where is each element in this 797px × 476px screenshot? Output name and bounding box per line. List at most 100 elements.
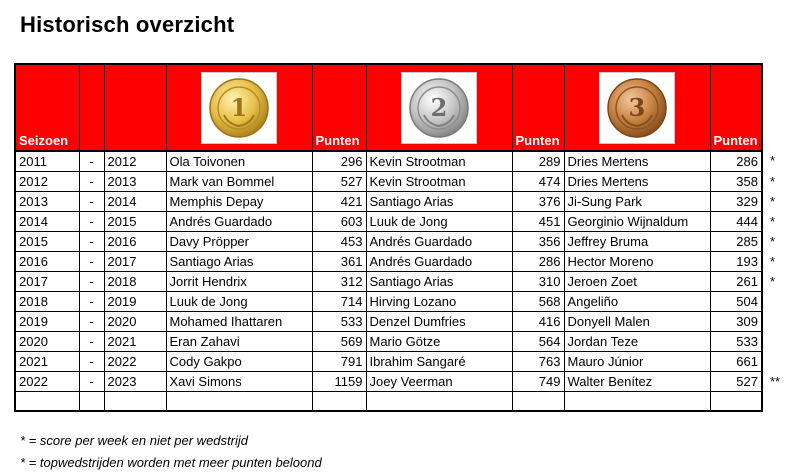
second-place-player: Hirving Lozano (365, 291, 513, 312)
row-note-marker: * (770, 173, 776, 189)
table-row: 2021-2022 Cody Gakpo 791 Ibrahim Sangaré 763… (14, 351, 763, 372)
second-place-points: 356 (511, 231, 565, 252)
second-place-points: 474 (511, 171, 565, 192)
row-note-marker: * (770, 153, 776, 168)
third-place-player: Walter Benítez (563, 371, 711, 392)
season-end: 2019 (103, 291, 167, 312)
season-end: 2017 (103, 251, 167, 272)
season-dash: - (78, 271, 105, 292)
silver-medal-cell: 2 (365, 64, 513, 152)
first-place-player: Jorrit Hendrix (165, 271, 313, 292)
season-dash: - (78, 311, 105, 332)
second-place-points: 416 (511, 311, 565, 332)
bronze-medal-icon: 3 (599, 71, 675, 144)
second-place-points: 289 (511, 151, 565, 172)
footnote-2: * = topwedstrijden worden met meer punte… (20, 455, 322, 470)
first-place-points: 714 (311, 291, 367, 312)
season-start: 2020 (14, 331, 80, 352)
season-dash: - (78, 211, 105, 232)
season-start: 2015 (14, 231, 80, 252)
season-dash: - (78, 191, 105, 212)
table-row: 2018-2019 Luuk de Jong 714 Hirving Lozano 56… (14, 291, 763, 312)
season-end: 2022 (103, 351, 167, 372)
table-row: 2011-2012 Ola Toivonen 296 Kevin Strootman 2… (14, 151, 763, 172)
svg-text:3: 3 (629, 93, 646, 122)
table-row: 2015-2016 Davy Pröpper 453 Andrés Guardado 3… (14, 231, 763, 252)
season-dash: - (78, 351, 105, 372)
table-row: 2019-2020 Mohamed Ihattaren 533 Denzel Dumf… (14, 311, 763, 332)
first-place-player: Luuk de Jong (165, 291, 313, 312)
first-place-player: Xavi Simons (165, 371, 313, 392)
third-place-player: Angeliño (563, 291, 711, 312)
first-place-player: Davy Pröpper (165, 231, 313, 252)
season-end: 2015 (103, 211, 167, 232)
third-place-points: 261 (709, 271, 763, 292)
season-end: 2014 (103, 191, 167, 212)
first-place-player: Eran Zahavi (165, 331, 313, 352)
row-note-marker: * (770, 193, 776, 209)
second-place-points: 763 (511, 351, 565, 372)
points-header-1: Punten (311, 64, 367, 152)
season-start: 2022 (14, 371, 80, 392)
third-place-player: Jeroen Zoet (563, 271, 711, 292)
second-place-player: Santiago Arias (365, 191, 513, 212)
footnote-1: * = score per week en niet per wedstrijd (20, 433, 248, 448)
first-place-player: Cody Gakpo (165, 351, 313, 372)
second-place-player: Ibrahim Sangaré (365, 351, 513, 372)
third-place-player: Georginio Wijnaldum (563, 211, 711, 232)
first-place-player: Mark van Bommel (165, 171, 313, 192)
third-place-player: Hector Moreno (563, 251, 711, 272)
season-dash: - (78, 331, 105, 352)
silver-medal-icon: 2 (401, 71, 477, 144)
first-place-points: 533 (311, 311, 367, 332)
season-start: 2017 (14, 271, 80, 292)
second-place-points: 286 (511, 251, 565, 272)
season-dash: - (78, 251, 105, 272)
table-row: 2014-2015 Andrés Guardado 603 Luuk de Jong 4… (14, 211, 763, 232)
table-header-row: Seizoen (14, 64, 763, 152)
season-end: 2021 (103, 331, 167, 352)
season-end: 2018 (103, 271, 167, 292)
season-dash: - (78, 171, 105, 192)
season-start: 2019 (14, 311, 80, 332)
second-place-player: Santiago Arias (365, 271, 513, 292)
season-dash: - (78, 291, 105, 312)
season-end: 2013 (103, 171, 167, 192)
second-place-player: Joey Veerman (365, 371, 513, 392)
season-end: 2012 (103, 151, 167, 172)
row-note-marker: * (770, 233, 776, 249)
table-row: 2020-2021 Eran Zahavi 569 Mario Götze 564 Jor… (14, 331, 763, 352)
season-start: 2016 (14, 251, 80, 272)
bronze-medal-cell: 3 (563, 64, 711, 152)
gold-medal-cell: 1 (165, 64, 313, 152)
third-place-player: Dries Mertens (563, 151, 711, 172)
table-row: 2017-2018 Jorrit Hendrix 312 Santiago Arias… (14, 271, 763, 292)
third-place-player: Dries Mertens (563, 171, 711, 192)
third-place-player: Jeffrey Bruma (563, 231, 711, 252)
season-start: 2012 (14, 171, 80, 192)
season-end: 2020 (103, 311, 167, 332)
third-place-player: Donyell Malen (563, 311, 711, 332)
first-place-points: 527 (311, 171, 367, 192)
second-place-player: Andrés Guardado (365, 251, 513, 272)
table-row: 2012-2013 Mark van Bommel 527 Kevin Strootm… (14, 171, 763, 192)
points-header-3: Punten (709, 64, 763, 152)
second-place-player: Kevin Strootman (365, 171, 513, 192)
second-place-player: Andrés Guardado (365, 231, 513, 252)
first-place-points: 569 (311, 331, 367, 352)
first-place-player: Santiago Arias (165, 251, 313, 272)
first-place-player: Ola Toivonen (165, 151, 313, 172)
points-header-2: Punten (511, 64, 565, 152)
third-place-points: 285 (709, 231, 763, 252)
first-place-points: 1159 (311, 371, 367, 392)
second-place-player: Luuk de Jong (365, 211, 513, 232)
season-dash: - (78, 231, 105, 252)
third-place-points: 533 (709, 331, 763, 352)
first-place-player: Andrés Guardado (165, 211, 313, 232)
third-place-points: 329 (709, 191, 763, 212)
first-place-points: 361 (311, 251, 367, 272)
third-place-points: 661 (709, 351, 763, 372)
first-place-points: 312 (311, 271, 367, 292)
second-place-points: 451 (511, 211, 565, 232)
season-start: 2013 (14, 191, 80, 212)
